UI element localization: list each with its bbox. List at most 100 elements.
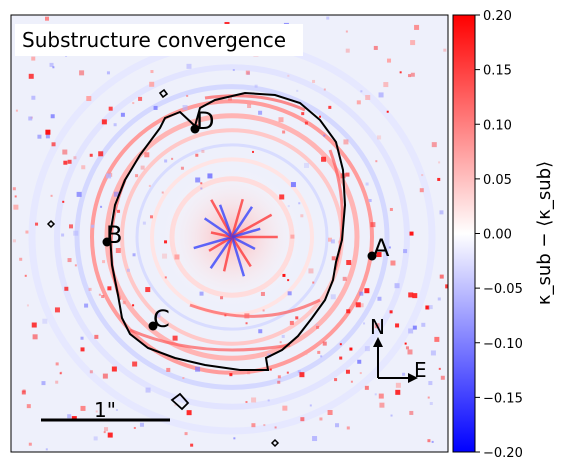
speckle [287, 74, 290, 77]
speckle [356, 100, 361, 105]
speckle [365, 94, 371, 100]
speckle [22, 389, 26, 393]
core-streak [222, 236, 234, 272]
scale-bar-label: 1" [94, 398, 116, 422]
speckle [164, 159, 168, 163]
speckle [323, 134, 326, 137]
speckle [437, 177, 441, 181]
speckle [378, 92, 384, 98]
speckle [49, 62, 54, 67]
speckle [98, 293, 101, 296]
speckle [440, 375, 445, 380]
speckle [103, 431, 106, 434]
speckle [359, 372, 362, 375]
critical-curve-fragment [270, 438, 280, 448]
speckle [107, 286, 112, 291]
speckle [357, 359, 362, 364]
ring-artifact [90, 99, 374, 375]
speckle [135, 174, 139, 178]
speckle [331, 256, 336, 261]
speckle [106, 173, 112, 179]
speckle [298, 202, 301, 205]
core-streak [230, 236, 246, 277]
compass: N E [370, 315, 427, 383]
speckle [323, 88, 326, 91]
north-arrow-icon [373, 337, 383, 347]
speckle [316, 325, 320, 329]
speckle [409, 231, 414, 236]
speckle [21, 390, 26, 395]
speckle [346, 260, 352, 266]
speckle [45, 448, 48, 451]
speckle [412, 293, 418, 299]
speckle [408, 328, 414, 334]
speckle [445, 284, 448, 289]
speckle [296, 89, 299, 92]
speckle [434, 336, 440, 342]
speckle [94, 334, 99, 339]
speckle [149, 215, 153, 219]
core-streak [218, 204, 234, 238]
speckle [300, 214, 304, 218]
speckle [101, 119, 107, 125]
speckle [122, 301, 126, 305]
speckle [28, 73, 34, 79]
speckle [290, 182, 296, 188]
speckle [117, 209, 121, 213]
speckle [355, 302, 361, 308]
colorbar-tick-label: 0.05 [483, 173, 512, 188]
speckle [50, 194, 53, 197]
speckle [195, 153, 199, 157]
speckle [317, 350, 321, 354]
east-arrow-icon [408, 373, 418, 383]
critical-curve-fragment [46, 219, 56, 229]
speckle [73, 156, 77, 160]
speckle [258, 329, 263, 334]
colorbar: 0.20 0.15 0.10 0.05 0.00 −0.05 −0.10 −0.15 −0.20… [452, 9, 555, 461]
speckle [132, 102, 135, 105]
chart-title: Substructure convergence [22, 28, 286, 52]
speckle [42, 318, 48, 324]
speckle [184, 432, 188, 436]
speckle [31, 56, 36, 61]
ring-artifact [135, 143, 329, 331]
speckle [277, 375, 281, 379]
speckle [287, 279, 290, 282]
speckle [286, 371, 289, 374]
compass-east-label: E [414, 358, 427, 382]
speckle [427, 396, 430, 399]
speckle [67, 159, 72, 164]
speckle [61, 233, 65, 237]
speckle [315, 323, 318, 326]
speckle [402, 372, 406, 376]
core-streak [230, 206, 254, 238]
speckle [343, 139, 349, 145]
speckle [67, 258, 72, 263]
speckle [172, 335, 178, 341]
speckle [100, 205, 103, 208]
speckle [174, 404, 177, 407]
speckle [299, 372, 305, 378]
speckle [89, 153, 93, 157]
speckle [282, 130, 286, 134]
colorbar-tick-label: −0.10 [483, 337, 523, 352]
speckle [370, 222, 376, 228]
speckle [419, 188, 424, 193]
speckle [50, 114, 55, 119]
speckle [431, 440, 434, 443]
speckle [186, 410, 192, 416]
speckle [245, 70, 250, 75]
speckle [200, 182, 203, 185]
speckle [281, 334, 285, 338]
speckle [59, 372, 62, 375]
speckle [224, 314, 227, 317]
speckle [45, 134, 50, 139]
speckle [41, 381, 46, 386]
speckle [15, 109, 18, 112]
speckle [405, 346, 409, 350]
speckle [330, 239, 335, 244]
speckle [429, 402, 433, 406]
speckle [335, 423, 340, 428]
speckle [95, 410, 98, 413]
colorbar-tick-label: −0.05 [483, 282, 523, 297]
